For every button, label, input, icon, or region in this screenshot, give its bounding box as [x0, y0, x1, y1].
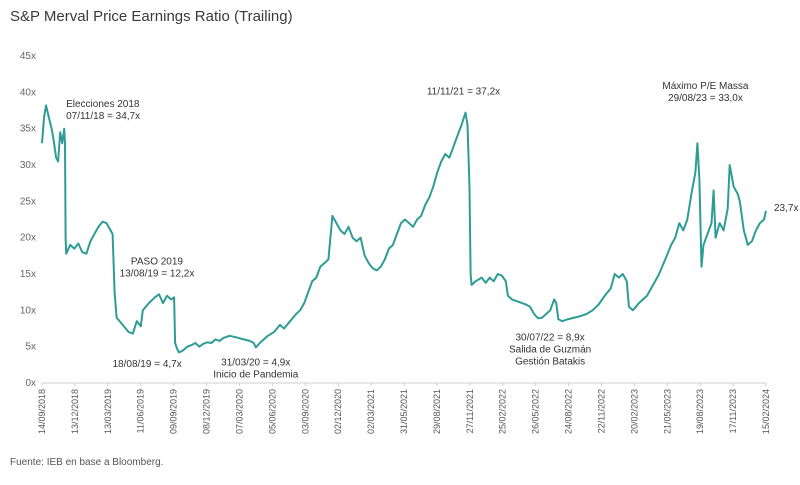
- annotation-label: 30/07/22 = 8,9x: [515, 332, 584, 343]
- x-tick-label: 25/02/2022: [498, 389, 508, 434]
- x-tick-label: 29/08/2021: [432, 389, 442, 434]
- y-tick-label: 45x: [20, 51, 36, 62]
- x-tick-label: 13/12/2018: [70, 389, 80, 434]
- annotation-label: Gestión Batakis: [515, 356, 585, 367]
- x-tick-label: 17/11/2023: [728, 389, 738, 433]
- x-tick-label: 20/02/2023: [629, 389, 639, 434]
- annotation-label: 18/08/19 = 4,7x: [113, 359, 182, 370]
- x-tick-label: 19/08/2023: [695, 389, 705, 434]
- x-tick-label: 03/09/2020: [300, 389, 310, 434]
- y-tick-label: 40x: [20, 87, 36, 98]
- x-tick-label: 26/05/2022: [531, 389, 541, 434]
- x-tick-label: 31/05/2021: [399, 389, 409, 434]
- x-tick-label: 09/09/2019: [169, 389, 179, 434]
- y-tick-label: 0x: [25, 378, 36, 389]
- annotation-label: 07/11/18 = 34,7x: [66, 111, 140, 122]
- annotation-label: Salida de Guzmán: [509, 344, 591, 355]
- x-tick-label: 21/05/2023: [662, 389, 672, 434]
- x-tick-label: 08/12/2019: [202, 389, 212, 434]
- x-tick-label: 11/06/2019: [136, 389, 146, 433]
- x-tick-label: 02/12/2020: [333, 389, 343, 434]
- annotation-label: Inicio de Pandemia: [213, 369, 298, 380]
- y-tick-label: 5x: [25, 342, 36, 353]
- annotation-label: PASO 2019: [131, 256, 184, 267]
- x-tick-label: 24/08/2022: [564, 389, 574, 434]
- x-tick-label: 14/09/2018: [37, 389, 47, 434]
- x-tick-label: 13/03/2019: [103, 389, 113, 434]
- annotation-label: Máximo P/E Massa: [662, 81, 749, 92]
- annotation-label: 29/08/23 = 33,0x: [668, 93, 743, 104]
- x-tick-label: 27/11/2021: [465, 389, 475, 433]
- y-tick-label: 30x: [20, 160, 36, 171]
- y-tick-label: 10x: [20, 305, 36, 316]
- annotation-label: 31/03/20 = 4,9x: [221, 357, 290, 368]
- x-tick-label: 07/03/2020: [234, 389, 244, 434]
- annotation-label: 11/11/21 = 37,2x: [427, 87, 500, 98]
- chart-title: S&P Merval Price Earnings Ratio (Trailin…: [10, 8, 293, 25]
- y-tick-label: 35x: [20, 124, 36, 135]
- x-tick-label: 05/06/2020: [267, 389, 277, 434]
- annotation-label: 23,7x: [774, 203, 798, 214]
- x-tick-label: 02/03/2021: [366, 389, 376, 434]
- x-tick-label: 22/11/2022: [596, 389, 606, 433]
- y-tick-label: 25x: [20, 196, 36, 207]
- series-line: [41, 104, 767, 354]
- annotation-label: 13/08/19 = 12,2x: [120, 268, 195, 279]
- y-tick-label: 20x: [20, 233, 36, 244]
- annotation-label: Elecciones 2018: [66, 99, 140, 110]
- source-note: Fuente: IEB en base a Bloomberg.: [10, 457, 164, 468]
- x-tick-label: 15/02/2024: [761, 389, 771, 434]
- y-tick-label: 15x: [20, 269, 36, 280]
